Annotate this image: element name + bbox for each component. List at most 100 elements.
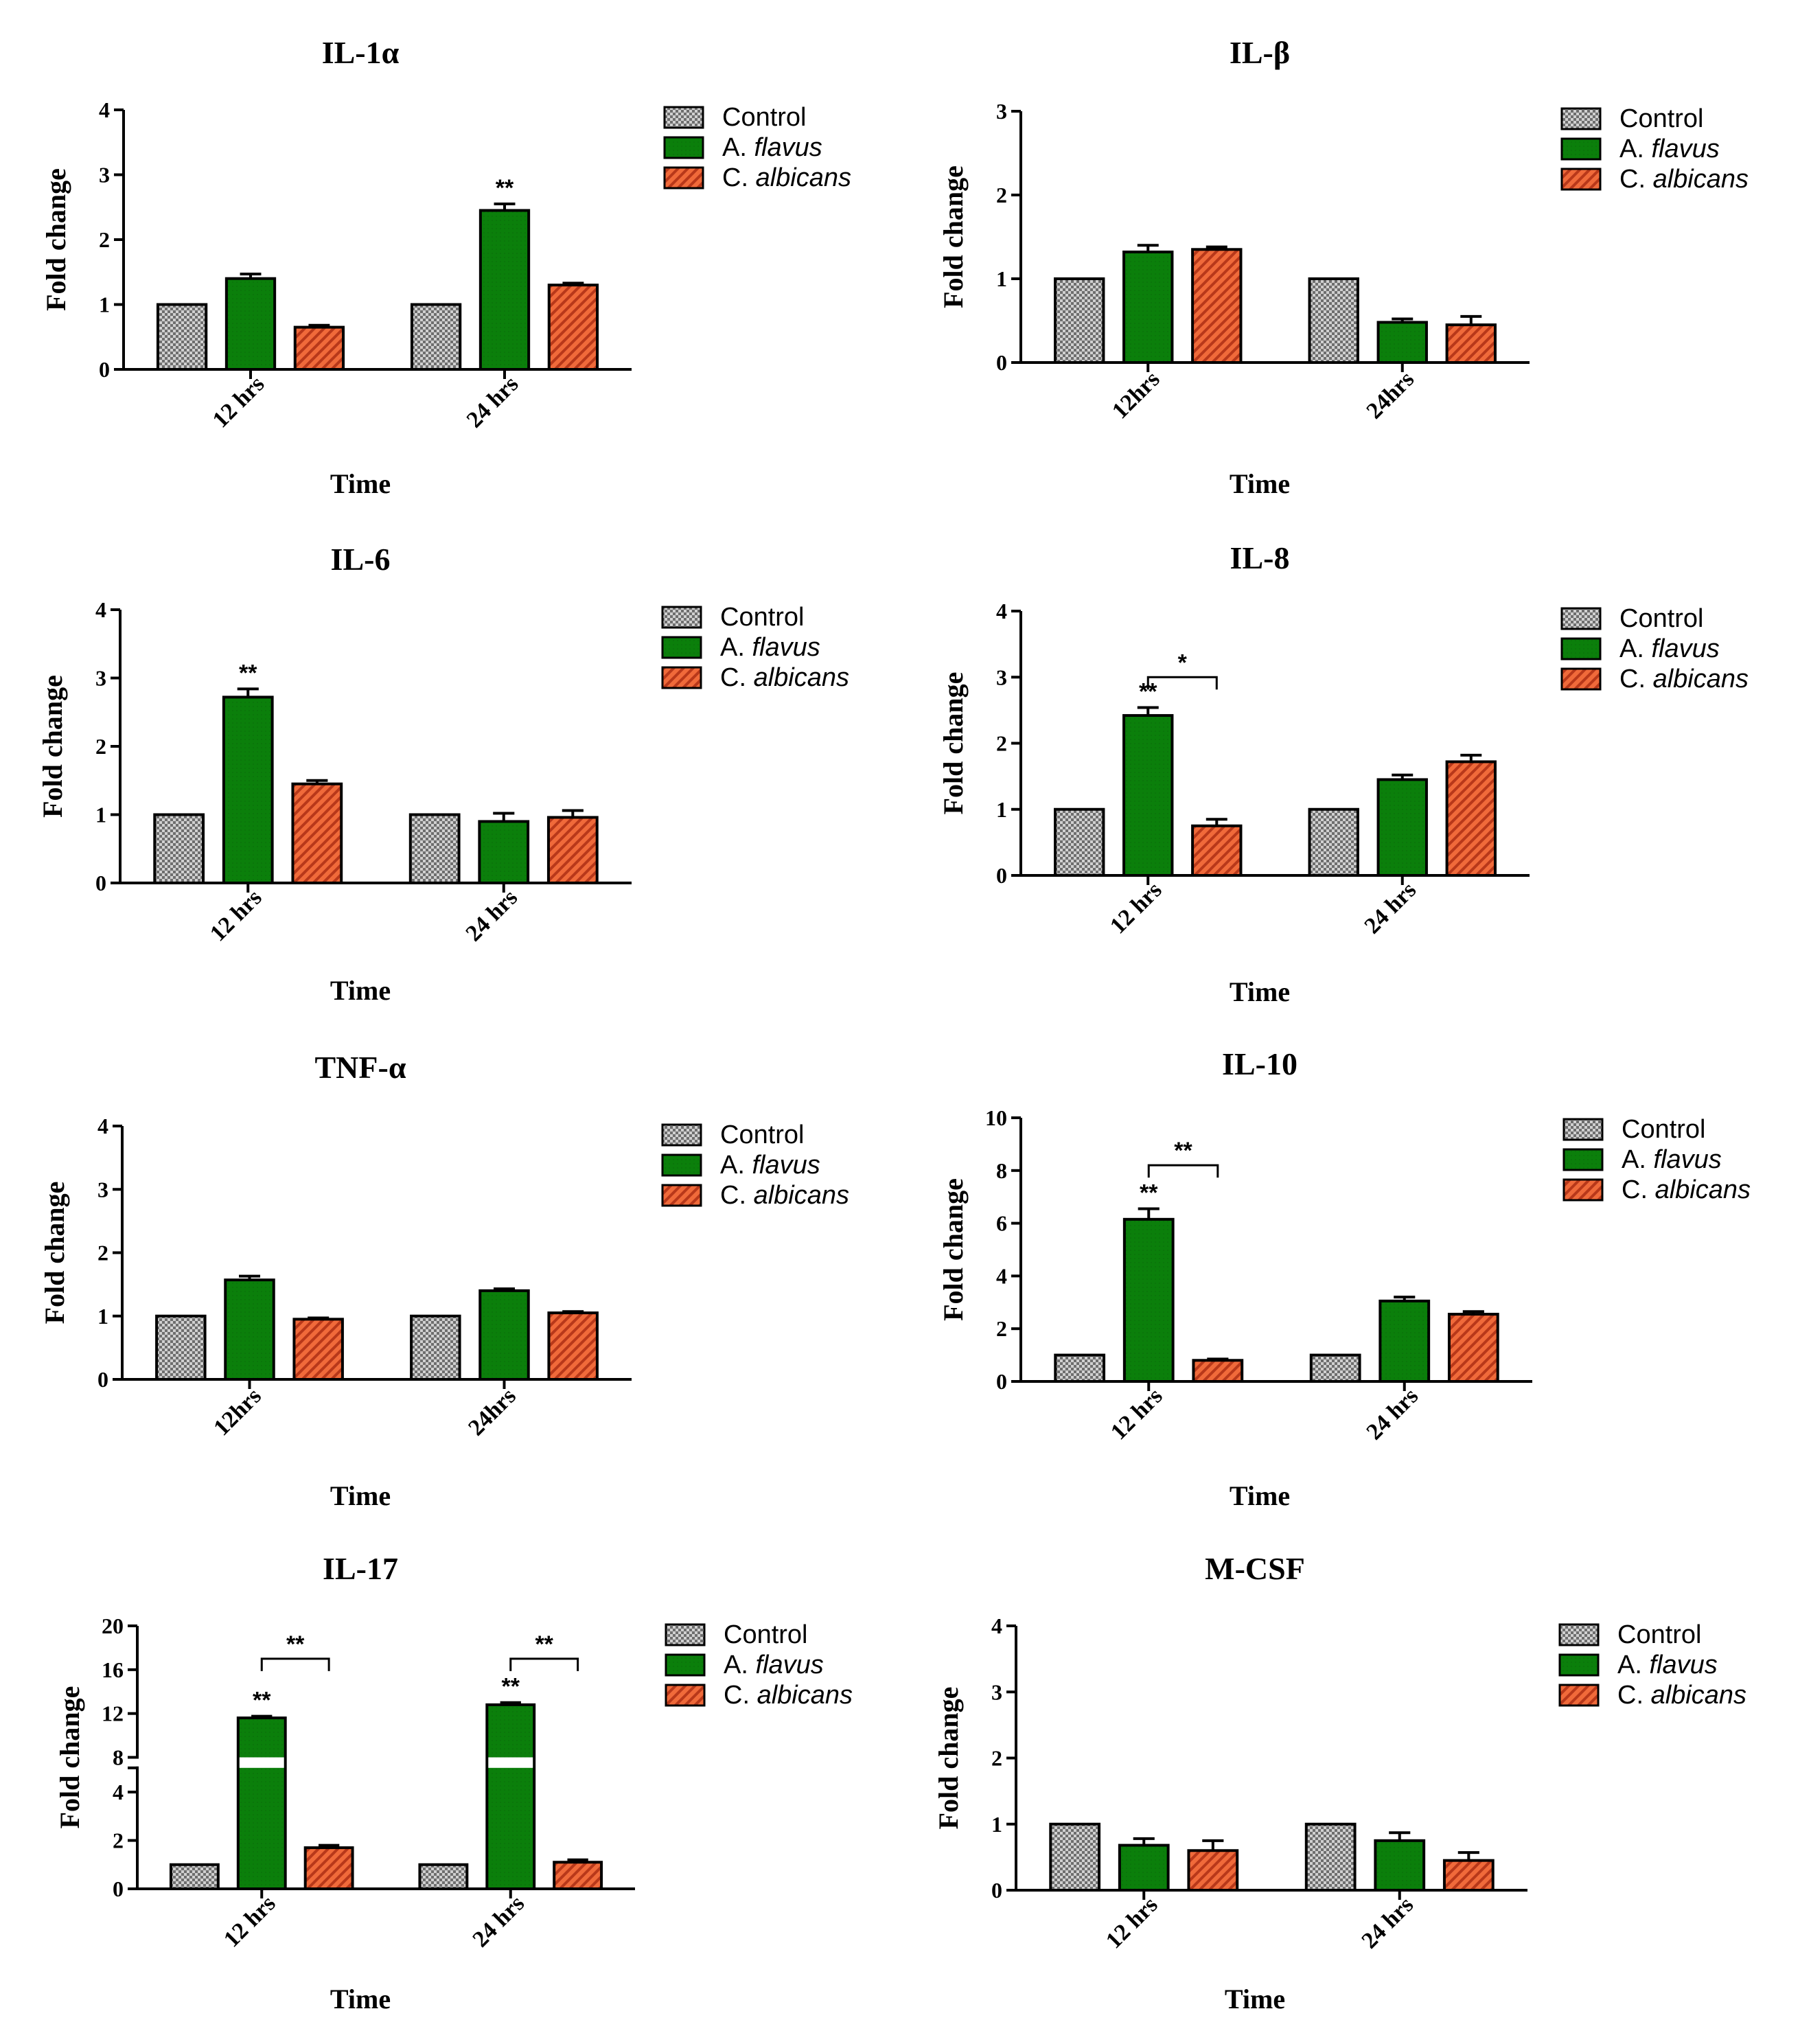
significance-bracket [260, 1657, 330, 1671]
y-tick-label: 0 [996, 1369, 1007, 1394]
significance-bracket [1146, 676, 1218, 690]
y-tick-label: 1 [991, 1812, 1002, 1837]
legend-label: Control [1622, 1115, 1706, 1144]
legend-label: C. albicans [1617, 1681, 1746, 1710]
legend-swatch [1560, 637, 1602, 661]
control-bar [1054, 807, 1105, 877]
legend-a-flavus: A. flavus [665, 1651, 824, 1679]
x-tick-label: 12hrs [209, 1383, 266, 1441]
legend-label: A. flavus [1622, 1145, 1722, 1174]
legend-label: A. flavus [1619, 634, 1720, 663]
c-albicans-bar [292, 1318, 344, 1381]
y-tick-label: 3 [97, 1177, 108, 1202]
y-axis-label: Fold change [41, 168, 71, 311]
control-bar [1308, 807, 1359, 877]
x-tick-label: 24hrs [463, 1383, 521, 1441]
y-tick-label: 4 [97, 1114, 108, 1138]
a-flavus-bar [1376, 778, 1428, 877]
c-albicans-bar [1442, 1859, 1495, 1892]
legend-control: Control [1560, 104, 1704, 133]
legend-swatch [661, 636, 702, 659]
c-albicans-bar [1447, 1313, 1499, 1383]
control-bar [1054, 277, 1105, 364]
a-flavus-bar [485, 1703, 536, 1890]
y-tick-label: 4 [991, 1614, 1002, 1638]
legend-label: A. flavus [724, 1651, 824, 1679]
axis-break-gap [129, 1758, 146, 1767]
y-tick-label: 12 [102, 1701, 124, 1726]
control-bar [1309, 1353, 1361, 1383]
legend-c-albicans: C. albicans [661, 1181, 849, 1210]
legend-a-flavus: A. flavus [1562, 1145, 1722, 1174]
significance-label: ** [502, 1674, 520, 1700]
chart-panel-3: IL-6 0 1 2 3 4 Fold change Time 12 hrs 24 hrs ** Co… [37, 542, 849, 1006]
y-tick-label: 0 [996, 350, 1007, 375]
x-tick-label: 24 hrs [462, 371, 524, 433]
legend-control: Control [665, 1620, 808, 1649]
y-tick-label: 3 [99, 163, 110, 187]
y-tick-label: 2 [113, 1828, 124, 1853]
control-bar [410, 1314, 461, 1381]
x-axis-label: Time [330, 975, 391, 1006]
y-tick-label: 6 [996, 1211, 1007, 1236]
legend-control: Control [663, 103, 807, 132]
legend-control: Control [661, 603, 805, 632]
c-albicans-bar [547, 1311, 599, 1381]
legend-label: Control [720, 603, 805, 632]
x-tick-label: 24 hrs [1362, 1383, 1424, 1445]
y-tick-label: 16 [102, 1657, 124, 1682]
c-albicans-bar [546, 816, 599, 884]
y-tick-label: 2 [95, 734, 106, 759]
legend-label: Control [1619, 104, 1704, 133]
x-axis-label: Time [1230, 1480, 1290, 1511]
legend-c-albicans: C. albicans [1560, 165, 1749, 194]
legend-control: Control [1560, 604, 1704, 633]
legend-label: A. flavus [720, 633, 820, 662]
a-flavus-bar [1122, 714, 1174, 877]
a-flavus-bar [236, 1716, 287, 1891]
y-tick-label: 4 [996, 599, 1007, 623]
y-tick-label: 3 [95, 666, 106, 691]
y-tick-label: 0 [996, 863, 1007, 888]
bracket-label: ** [286, 1631, 305, 1657]
a-flavus-bar [1122, 250, 1174, 364]
y-tick-label: 1 [996, 266, 1007, 291]
legend-swatch [665, 1623, 706, 1646]
x-tick-label: 24 hrs [468, 1891, 530, 1953]
y-axis-label: Fold change [938, 165, 969, 308]
control-bar [1304, 1822, 1357, 1892]
a-flavus-bar [478, 1289, 530, 1381]
y-axis-label: Fold change [39, 1182, 70, 1324]
x-tick-label: 12 hrs [1101, 1892, 1163, 1954]
legend-c-albicans: C. albicans [1562, 1175, 1751, 1204]
legend-a-flavus: A. flavus [661, 1151, 820, 1180]
legend-swatch [661, 1153, 702, 1177]
legend-c-albicans: C. albicans [1558, 1681, 1746, 1710]
legend-label: C. albicans [720, 663, 849, 692]
a-flavus-bar [1122, 1217, 1175, 1383]
a-flavus-bar [478, 820, 530, 884]
legend-swatch [1560, 168, 1602, 191]
legend-a-flavus: A. flavus [661, 633, 820, 662]
legend-swatch [1562, 1178, 1604, 1202]
y-axis-label: Fold change [37, 675, 68, 818]
control-bar [408, 813, 461, 884]
chart-panel-1: IL-1α 0 1 2 3 4 Fold change Time 12 hrs 24 hrs ** C… [41, 35, 851, 499]
chart-panel-8: M-CSF 0 1 2 3 4 Fold change Time 12 hrs 24 hrs Con… [933, 1551, 1746, 2014]
legend-label: A. flavus [1617, 1651, 1718, 1679]
legend-c-albicans: C. albicans [1560, 665, 1749, 693]
legend-swatch [661, 1123, 702, 1147]
chart-panel-5: TNF-α 0 1 2 3 4 Fold change Time 12hrs 24hrs Contr… [39, 1050, 849, 1511]
control-bar [1308, 277, 1359, 364]
control-bar [155, 1314, 207, 1381]
legend-label: Control [724, 1620, 808, 1649]
bar-break-gap [488, 1757, 533, 1768]
y-tick-label: 20 [102, 1614, 124, 1638]
c-albicans-bar [1445, 323, 1497, 365]
y-tick-label: 1 [996, 797, 1007, 822]
c-albicans-bar [1445, 760, 1497, 877]
legend-swatch [663, 166, 704, 190]
c-albicans-bar [1192, 1359, 1244, 1383]
y-tick-label: 3 [996, 99, 1007, 124]
